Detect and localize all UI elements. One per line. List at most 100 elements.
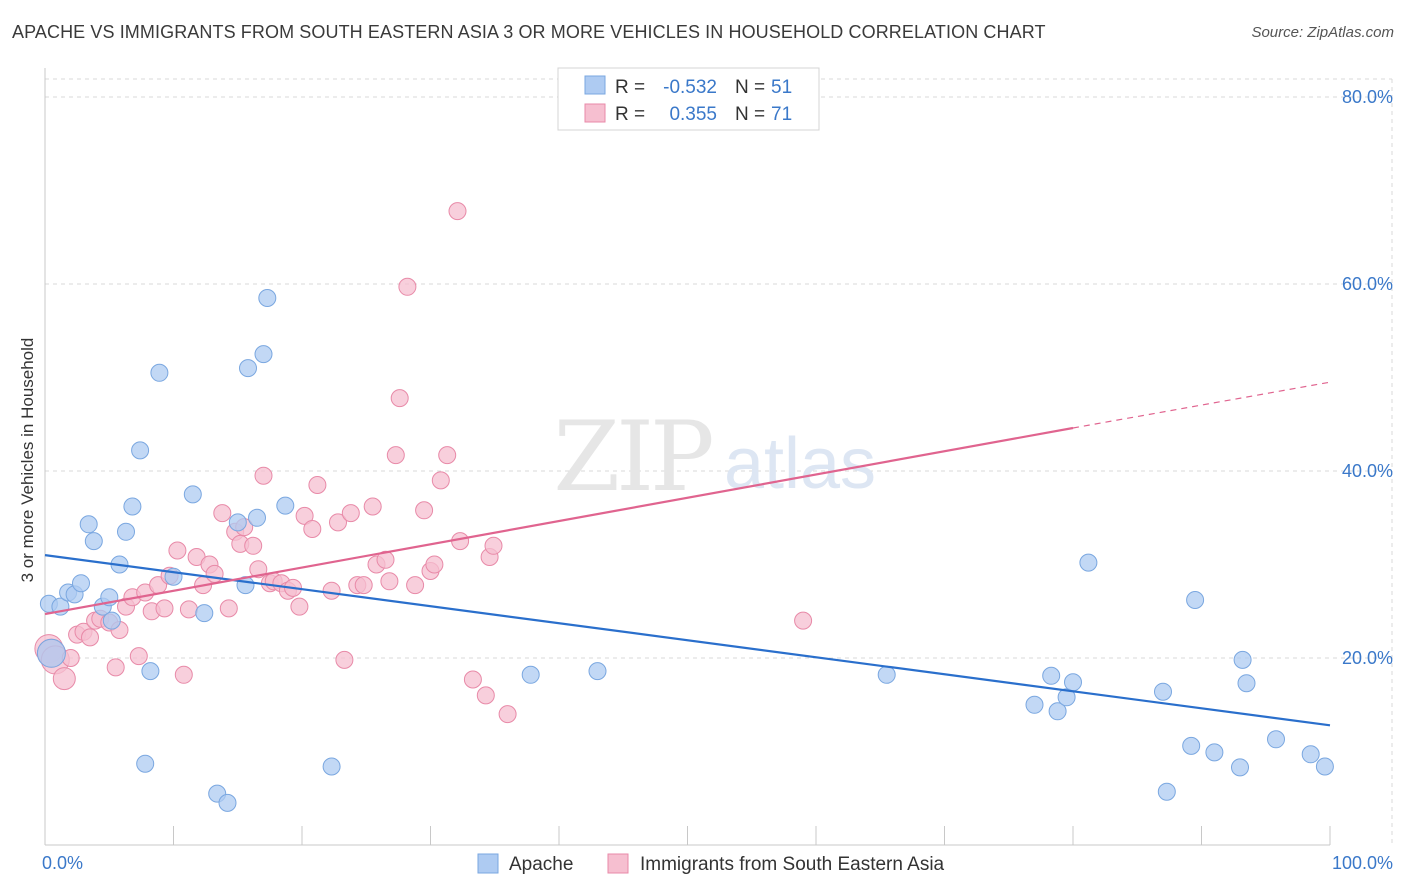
imm-point [498,705,517,724]
apache-point [84,532,103,551]
immigrants-trend-line [44,426,1074,616]
x-tick-label-min: 0.0% [42,853,83,873]
apache-point [102,611,121,630]
imm-point [329,513,347,532]
imm-point [463,670,482,689]
gridlines [45,78,1393,845]
apache-point [1048,702,1067,721]
bottom-legend-swatch-apache [477,853,499,874]
watermark: ZIP atlas [553,401,876,513]
stats-legend-swatch-immigrants [584,103,606,123]
y-tick-label-80: 80.0% [1342,87,1393,107]
imm-point [155,599,174,618]
apache-point [1267,730,1285,749]
imm-point [431,471,450,490]
apache-point [254,345,273,364]
immigrants-trend-extension [1072,381,1331,429]
immigrants-r-value: 0.355 [669,104,717,125]
apache-n-value: 51 [771,77,792,98]
imm-point [308,476,327,494]
imm-point [794,611,813,630]
imm-point [406,576,425,595]
bottom-legend-label-apache: Apache [509,854,573,875]
apache-point [239,359,257,378]
x-tick-label-max: 100.0% [1332,853,1393,873]
imm-point [303,520,322,538]
apache-point [1205,743,1224,762]
bottom-legend: Apache Immigrants from South Eastern Asi… [477,853,945,875]
apache-point [1064,673,1082,692]
apache-point [136,754,155,773]
imm-point [380,572,399,591]
imm-point [213,504,232,523]
chart-title: APACHE VS IMMIGRANTS FROM SOUTH EASTERN … [12,22,1046,42]
apache-point [183,485,202,504]
apache-point [1025,695,1044,714]
imm-point [390,389,409,408]
imm-point [106,658,125,677]
imm-point [448,202,467,221]
apache-point [131,441,150,460]
stats-legend: R = -0.532 N = 51 R = 0.355 N = 71 [557,67,820,131]
imm-point [249,560,268,579]
apache-point [1237,674,1256,693]
y-tick-label-60: 60.0% [1342,274,1393,294]
apache-point [276,496,295,515]
immigrants-r-label: R = [615,104,645,125]
apache-n-label: N = [735,77,765,98]
trend-lines [44,381,1331,727]
imm-point [168,541,187,560]
apache-point [248,508,266,527]
imm-point [425,555,444,574]
watermark-atlas: atlas [724,424,876,504]
imm-point [376,550,395,569]
apache-point [195,604,214,623]
stats-legend-swatch-apache [584,75,606,95]
y-tick-label-20: 20.0% [1342,648,1393,668]
series-apache-points [36,289,1334,812]
apache-point [228,513,247,532]
apache-point [150,363,169,382]
apache-point [1157,782,1176,801]
imm-point [290,597,309,616]
apache-r-label: R = [615,77,645,98]
source-credit: Source: ZipAtlas.com [1251,24,1394,41]
imm-point [335,650,354,669]
apache-point [141,662,160,681]
imm-point [322,581,341,600]
apache-point [79,515,98,534]
imm-point [81,628,99,647]
apache-point [1301,745,1320,764]
imm-point [52,667,76,691]
imm-point [484,536,503,555]
imm-point [254,466,273,485]
imm-point [476,686,495,705]
imm-point [438,446,457,465]
imm-point [174,665,193,684]
y-tick-label-40: 40.0% [1342,461,1393,481]
apache-point [72,574,90,593]
imm-point [398,277,417,296]
y-axis-title: 3 or more Vehicles in Household [18,338,37,583]
imm-point [179,600,198,619]
imm-point [205,564,224,583]
watermark-zip: ZIP [553,401,712,513]
apache-point [117,522,135,541]
apache-r-value: -0.532 [663,77,717,98]
apache-point [1182,736,1201,755]
imm-point [386,446,405,465]
imm-point [341,504,360,523]
apache-point [1057,688,1076,707]
apache-point [1079,553,1098,572]
apache-point [1315,757,1334,776]
imm-point [244,536,263,555]
apache-point [36,638,66,668]
imm-point [219,599,238,618]
bottom-legend-label-immigrants: Immigrants from South Eastern Asia [640,854,945,875]
immigrants-n-value: 71 [771,104,792,125]
bottom-legend-swatch-immigrants [607,853,629,874]
apache-point [1233,650,1252,669]
apache-point [1231,758,1249,777]
imm-point [354,576,373,595]
